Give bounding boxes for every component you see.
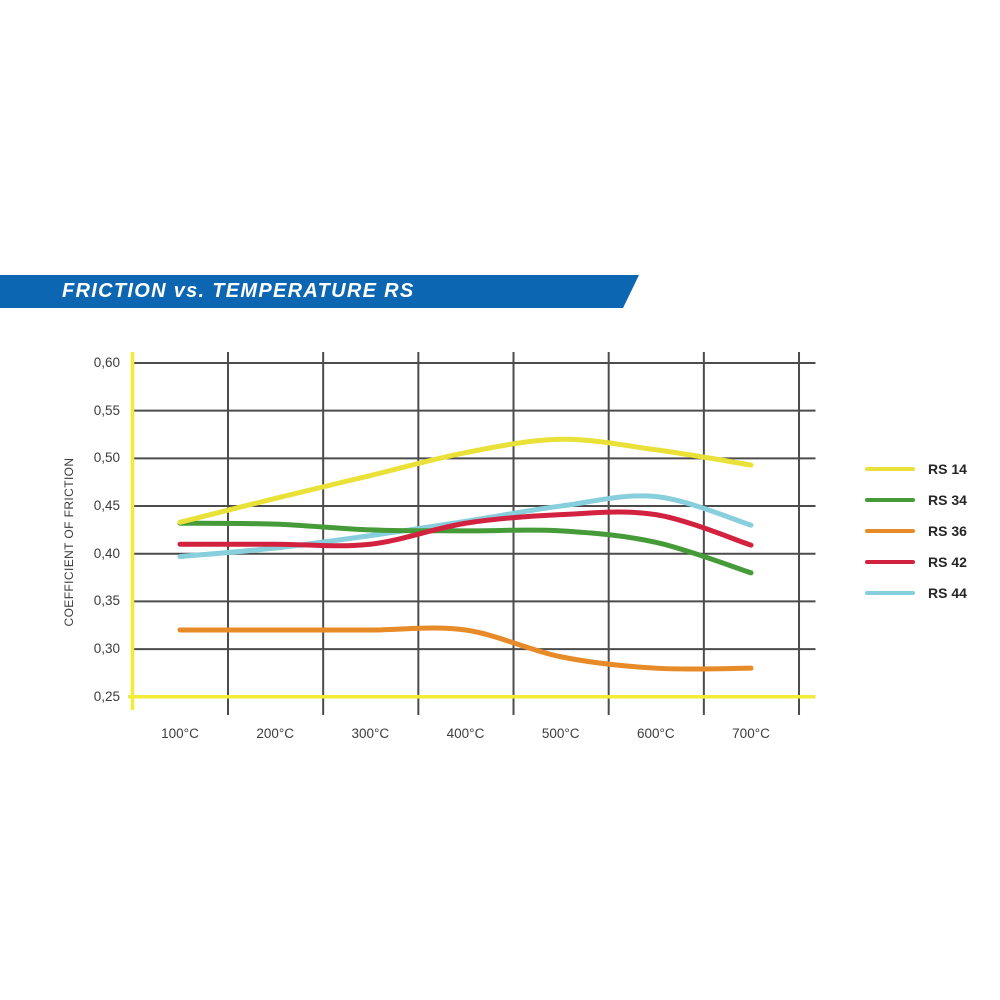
legend-item-rs-36: RS 36 [865,521,995,541]
x-tick-label: 400°C [446,726,485,741]
x-tick-label: 600°C [637,726,675,741]
legend-label: RS 34 [928,491,967,508]
title-banner: FRICTION vs. TEMPERATURE RS [0,275,639,308]
legend-item-rs-14: RS 14 [865,459,995,479]
legend-swatch [865,497,915,502]
y-tick-label: 0,30 [93,641,120,657]
legend-swatch [865,467,915,471]
chart-title: FRICTION vs. TEMPERATURE RS [62,280,415,302]
y-axis-title: COEFFICIENT OF FRICTION [62,457,76,627]
x-tick-label: 500°C [541,726,580,741]
legend-label: RS 36 [928,522,967,539]
y-tick-label: 0,45 [93,498,120,514]
legend-item-rs-44: RS 44 [865,583,995,603]
series-line-rs-34 [177,520,754,576]
y-tick-label: 0,35 [93,593,120,609]
y-tick-label: 0,25 [93,688,120,704]
legend-label: RS 44 [928,584,967,601]
series-line-rs-42 [177,509,754,549]
legend-label: RS 42 [928,553,967,570]
y-tick-label: 0,60 [93,355,120,370]
y-tick-label: 0,40 [93,545,120,561]
legend-item-rs-42: RS 42 [865,552,995,572]
x-tick-label: 200°C [256,726,294,741]
x-tick-label: 300°C [351,726,390,741]
y-tick-label: 0,55 [93,402,120,418]
series-line-rs-36 [177,625,754,672]
legend-swatch [865,559,915,564]
y-tick-label: 0,50 [93,450,120,466]
series-line-rs-14 [177,436,754,525]
x-tick-label: 100°C [161,726,199,741]
legend-item-rs-34: RS 34 [865,490,995,510]
x-tick-label: 700°C [732,726,770,741]
legend-label: RS 14 [928,461,967,477]
legend-swatch [865,528,915,533]
legend-swatch [865,590,915,595]
